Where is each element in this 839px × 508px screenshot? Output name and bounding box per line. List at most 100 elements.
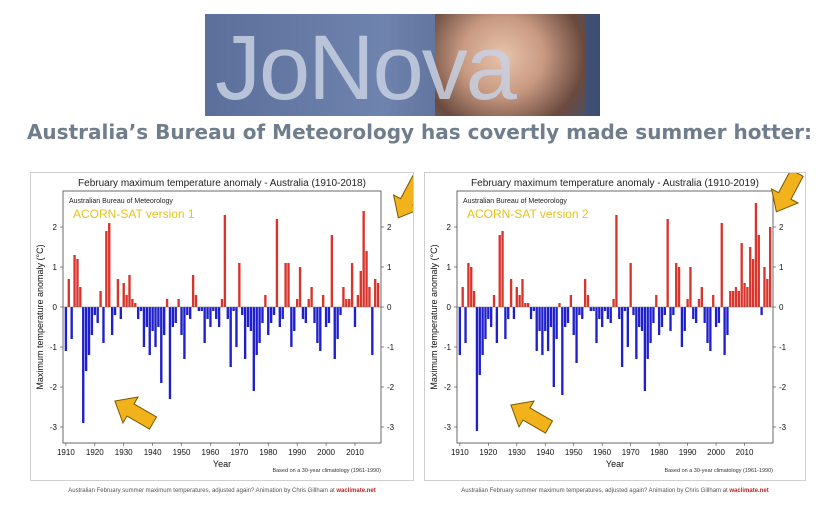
y-tick-label: -1 bbox=[444, 343, 452, 352]
bar bbox=[703, 307, 706, 323]
bar bbox=[84, 307, 88, 371]
y-axis-label: Maximum temperature anomaly (°C) bbox=[35, 244, 45, 389]
bar bbox=[709, 307, 712, 351]
arrow-down-icon bbox=[392, 175, 413, 219]
bar bbox=[229, 307, 232, 367]
bar bbox=[122, 283, 125, 307]
bar bbox=[757, 235, 760, 307]
y-tick-label: 2 bbox=[53, 223, 58, 232]
bar bbox=[729, 291, 732, 307]
bar bbox=[586, 295, 590, 307]
y-tick-label-right: 0 bbox=[387, 303, 392, 312]
x-tick-label: 1920 bbox=[479, 448, 497, 457]
bar bbox=[374, 279, 377, 307]
bar bbox=[566, 307, 570, 323]
x-tick-label: 2000 bbox=[317, 448, 335, 457]
bar bbox=[532, 307, 536, 311]
bar bbox=[298, 267, 302, 307]
bar bbox=[472, 291, 476, 307]
bar bbox=[145, 307, 149, 327]
bar bbox=[333, 307, 336, 359]
bar bbox=[743, 283, 746, 307]
bar bbox=[660, 307, 664, 327]
bar bbox=[657, 307, 661, 335]
bar bbox=[249, 307, 253, 331]
page-headline: Australia’s Bureau of Meteorology has co… bbox=[26, 120, 813, 144]
bar bbox=[518, 295, 521, 307]
bar bbox=[583, 279, 587, 307]
x-tick-label: 1930 bbox=[508, 448, 526, 457]
y-tick-label-right: -1 bbox=[779, 343, 787, 352]
bar bbox=[683, 307, 686, 331]
bar bbox=[606, 307, 610, 319]
y-tick-label-right: -2 bbox=[387, 383, 395, 392]
bar bbox=[620, 307, 624, 367]
bar bbox=[598, 307, 601, 319]
bar bbox=[93, 307, 96, 315]
bar bbox=[327, 307, 331, 323]
bar bbox=[700, 287, 703, 307]
bar bbox=[629, 263, 632, 307]
x-axis-label: Year bbox=[213, 459, 231, 469]
y-tick-label: 2 bbox=[447, 223, 452, 232]
bar bbox=[220, 299, 224, 307]
bar bbox=[275, 219, 279, 307]
source-link[interactable]: waclimate.net bbox=[729, 488, 769, 494]
x-tick-label: 1910 bbox=[451, 448, 469, 457]
bar bbox=[217, 307, 221, 327]
bar bbox=[165, 299, 169, 307]
bar bbox=[669, 307, 672, 331]
y-tick-label-right: -2 bbox=[779, 383, 787, 392]
bar bbox=[160, 307, 163, 383]
bar bbox=[243, 307, 247, 359]
chart-svg: -3 -3 -2 -2 -1 -1 0 0 1 1 2 2 1910 1920 1930 1940 1950 19… bbox=[429, 173, 804, 474]
y-tick-label: 0 bbox=[447, 303, 452, 312]
bar bbox=[319, 307, 322, 351]
bar bbox=[191, 275, 195, 307]
bar bbox=[751, 259, 755, 307]
bar bbox=[131, 299, 134, 307]
bar bbox=[470, 267, 473, 307]
climatology-note: Based on a 30-year climatology (1961-199… bbox=[272, 468, 381, 474]
bar bbox=[546, 307, 550, 351]
bar bbox=[475, 307, 479, 431]
bar bbox=[603, 307, 607, 311]
bar bbox=[749, 247, 752, 307]
y-tick-label: 1 bbox=[447, 263, 452, 272]
climatology-note: Based on a 30-year climatology (1961-199… bbox=[664, 468, 773, 474]
x-tick-label: 1950 bbox=[565, 448, 583, 457]
bar bbox=[694, 307, 698, 323]
chart-svg: -3 -3 -2 -2 -1 -1 0 0 1 1 2 2 1910 1920 1930 1940 1950 19… bbox=[35, 175, 413, 474]
bar bbox=[359, 271, 362, 307]
bar bbox=[151, 307, 154, 331]
bar bbox=[154, 307, 157, 347]
bar bbox=[692, 307, 695, 319]
bar bbox=[324, 307, 328, 327]
y-tick-label-right: -3 bbox=[387, 423, 395, 432]
bar bbox=[223, 215, 227, 307]
bar bbox=[626, 307, 629, 347]
bar bbox=[763, 267, 766, 307]
bar bbox=[768, 227, 772, 307]
y-tick-label-right: -3 bbox=[779, 423, 787, 432]
bar bbox=[264, 295, 267, 307]
bar bbox=[609, 307, 612, 323]
x-tick-label: 2000 bbox=[707, 448, 725, 457]
bar bbox=[663, 307, 666, 315]
bar bbox=[618, 307, 621, 319]
bar bbox=[321, 295, 325, 307]
bar bbox=[290, 307, 293, 347]
source-link[interactable]: waclimate.net bbox=[336, 488, 376, 494]
bar bbox=[680, 307, 684, 347]
bar bbox=[79, 287, 82, 307]
bar bbox=[766, 279, 769, 307]
bar bbox=[362, 211, 365, 307]
bar bbox=[467, 263, 470, 307]
bar bbox=[232, 307, 235, 311]
bar bbox=[345, 299, 348, 307]
bar bbox=[272, 307, 276, 315]
bar bbox=[87, 307, 91, 355]
bar bbox=[677, 267, 681, 307]
bar bbox=[754, 203, 758, 307]
bar bbox=[99, 291, 102, 307]
